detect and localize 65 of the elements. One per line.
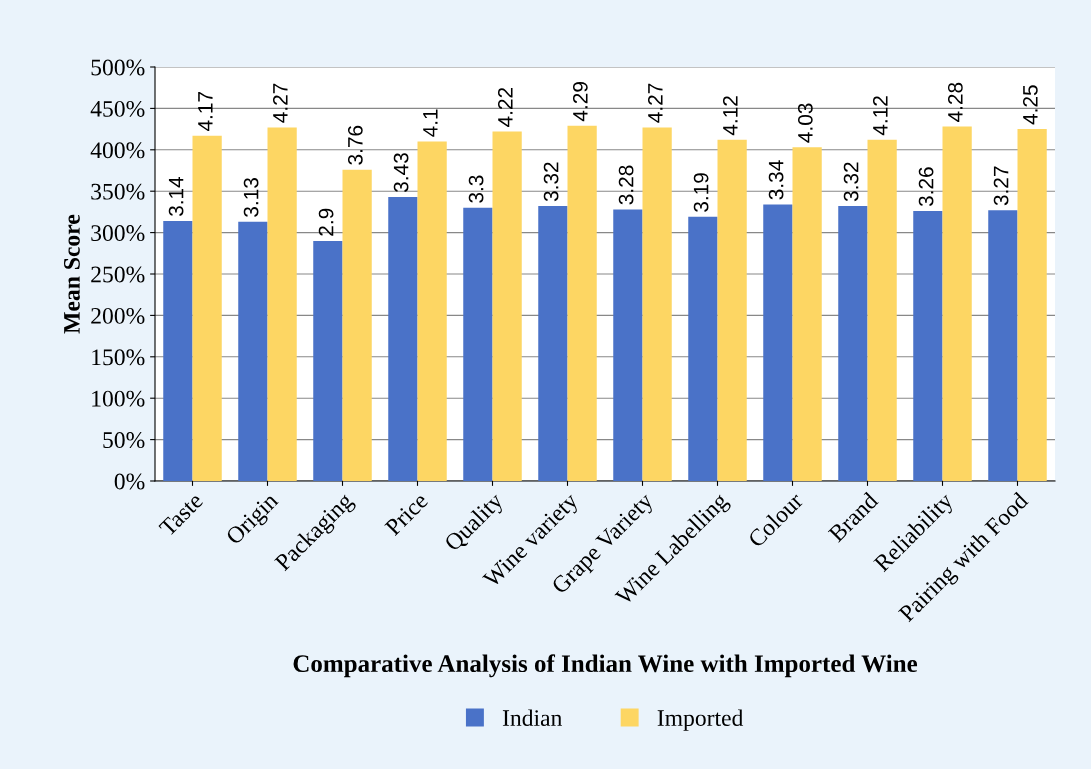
bar xyxy=(192,135,222,481)
bar xyxy=(867,139,897,481)
data-label: 4.03 xyxy=(797,103,813,143)
y-axis-title: Mean Score xyxy=(63,214,80,334)
bar xyxy=(313,240,343,481)
bar xyxy=(417,141,447,481)
data-label: 4.22 xyxy=(497,87,513,127)
bar xyxy=(717,139,747,481)
data-label: 3.14 xyxy=(168,176,184,217)
y-tick-label: 350% xyxy=(91,183,145,200)
data-label: 4.12 xyxy=(872,96,888,136)
legend-label: Indian xyxy=(502,709,563,727)
x-axis-title: Comparative Analysis of Indian Wine with Imported Wine xyxy=(293,654,918,678)
data-label: 4.25 xyxy=(1022,85,1038,125)
bar xyxy=(792,147,822,481)
bar xyxy=(1017,129,1047,481)
data-label: 4.28 xyxy=(947,82,963,122)
x-tick-label: Taste xyxy=(158,491,204,538)
x-tick-label: Price xyxy=(384,491,429,537)
data-label: 3.34 xyxy=(768,160,784,200)
y-tick-label: 300% xyxy=(91,225,145,242)
bar xyxy=(613,209,643,481)
y-tick-label: 250% xyxy=(91,266,145,283)
data-label: 3.19 xyxy=(693,173,709,212)
bar xyxy=(238,221,268,481)
bar xyxy=(988,210,1018,481)
data-label: 4.27 xyxy=(647,83,663,123)
bar xyxy=(838,206,868,481)
bar xyxy=(267,127,297,481)
bar xyxy=(463,207,493,481)
bar xyxy=(913,211,943,481)
bar xyxy=(567,125,597,481)
y-tick-label: 150% xyxy=(92,349,145,366)
bar xyxy=(642,127,672,481)
y-tick-label: 500% xyxy=(91,59,145,76)
y-tick-label: 200% xyxy=(91,307,145,324)
data-label: 3.28 xyxy=(618,165,634,205)
data-label: 4.17 xyxy=(198,92,213,132)
y-tick-label: 0% xyxy=(114,473,145,490)
data-label: 3.27 xyxy=(993,166,1009,206)
data-label: 3.3 xyxy=(468,175,484,203)
y-tick-label: 400% xyxy=(90,142,145,159)
data-label: 2.9 xyxy=(318,208,334,236)
data-label: 3.13 xyxy=(243,178,259,217)
data-label: 4.1 xyxy=(423,109,438,137)
data-label: 3.43 xyxy=(393,153,409,193)
data-label: 3.76 xyxy=(347,125,363,165)
bar xyxy=(163,221,193,481)
data-label: 4.27 xyxy=(272,83,288,123)
bar xyxy=(388,197,418,481)
data-label: 3.26 xyxy=(918,167,934,207)
y-tick-label: 450% xyxy=(90,100,145,117)
legend-label: Imported xyxy=(657,709,744,731)
bar xyxy=(342,169,372,481)
data-label: 4.12 xyxy=(722,96,738,136)
data-label: 4.29 xyxy=(572,82,588,122)
bar xyxy=(763,204,793,481)
y-tick-label: 100% xyxy=(92,390,145,407)
bar xyxy=(942,126,972,481)
bar xyxy=(688,216,718,481)
y-tick-label: 50% xyxy=(103,432,145,449)
data-label: 3.32 xyxy=(843,162,859,202)
bar xyxy=(538,206,568,481)
data-label: 3.32 xyxy=(543,162,559,202)
bar xyxy=(492,131,522,481)
